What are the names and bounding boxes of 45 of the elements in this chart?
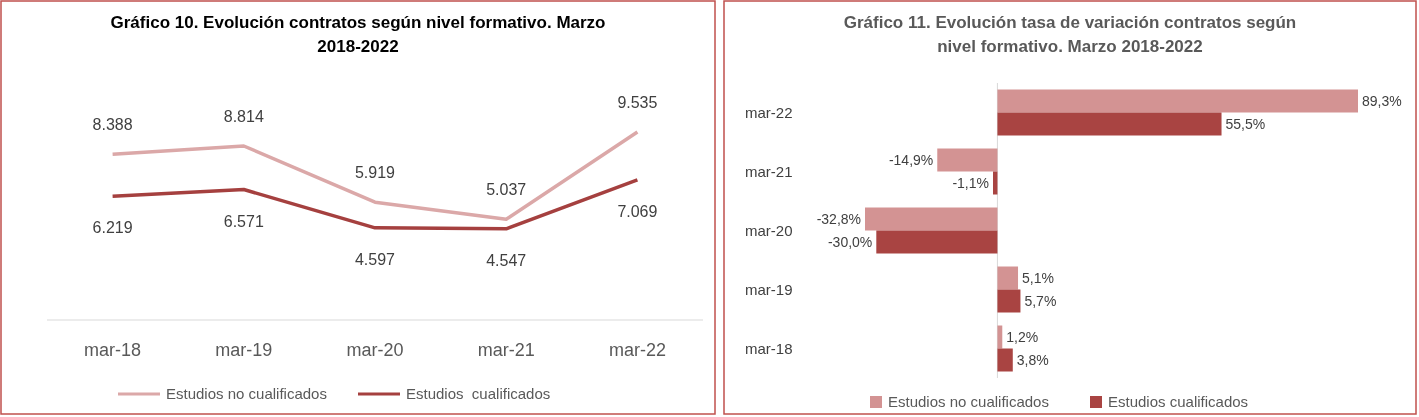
data-label: -32,8%	[816, 211, 861, 227]
data-label: 6.219	[92, 219, 133, 237]
data-label: 3,8%	[1016, 352, 1049, 368]
data-label: -1,1%	[952, 175, 989, 191]
legend-label: Estudios cualificados	[1108, 393, 1249, 410]
y-tick-label: mar-22	[745, 103, 793, 121]
bar	[865, 207, 998, 231]
data-label: 1,2%	[1006, 329, 1039, 345]
legend-label: Estudios no cualificados	[888, 393, 1049, 410]
data-label: 5,1%	[1022, 270, 1054, 286]
bar	[997, 89, 1358, 113]
chart-title: Gráfico 10. Evolución contratos según nivel formativo. Marzo 2018-2022	[110, 13, 606, 56]
bar	[997, 289, 1021, 313]
data-label: 4.547	[486, 251, 527, 269]
data-label: 8.814	[223, 107, 264, 125]
y-tick-label: mar-21	[745, 162, 793, 180]
x-tick-label: mar-19	[215, 340, 273, 360]
data-label: 8.388	[92, 116, 133, 134]
bar	[876, 230, 998, 254]
legend-label: Estudios no cualificados	[166, 385, 327, 402]
data-label: 55,5%	[1225, 116, 1266, 132]
legend-label: Estudios cualificados	[406, 385, 551, 402]
data-label: -30,0%	[827, 234, 873, 250]
x-tick-label: mar-21	[477, 340, 535, 360]
data-label: 5.919	[354, 164, 396, 182]
data-label: 5,7%	[1024, 293, 1057, 309]
chart-title: Gráfico 11. Evolución tasa de variación contratos según nivel formativo. Marzo 2018-2022	[843, 13, 1297, 56]
y-tick-label: mar-20	[745, 221, 793, 239]
bar	[997, 112, 1222, 136]
data-label: 6.571	[223, 212, 264, 230]
x-tick-label: mar-22	[608, 340, 666, 360]
bar	[997, 325, 1003, 349]
x-tick-label: mar-20	[346, 340, 404, 360]
data-label: 4.597	[354, 250, 396, 268]
data-label: 5.037	[486, 181, 527, 199]
bar	[937, 148, 998, 172]
data-label: -14,9%	[888, 152, 934, 168]
data-label: 7.069	[617, 202, 658, 220]
data-label: 89,3%	[1362, 93, 1402, 109]
bar	[997, 348, 1013, 372]
data-label: 9.535	[617, 94, 658, 111]
x-tick-label: mar-18	[84, 340, 142, 360]
bar	[997, 266, 1019, 290]
bar	[992, 171, 998, 195]
y-tick-label: mar-19	[745, 280, 793, 298]
